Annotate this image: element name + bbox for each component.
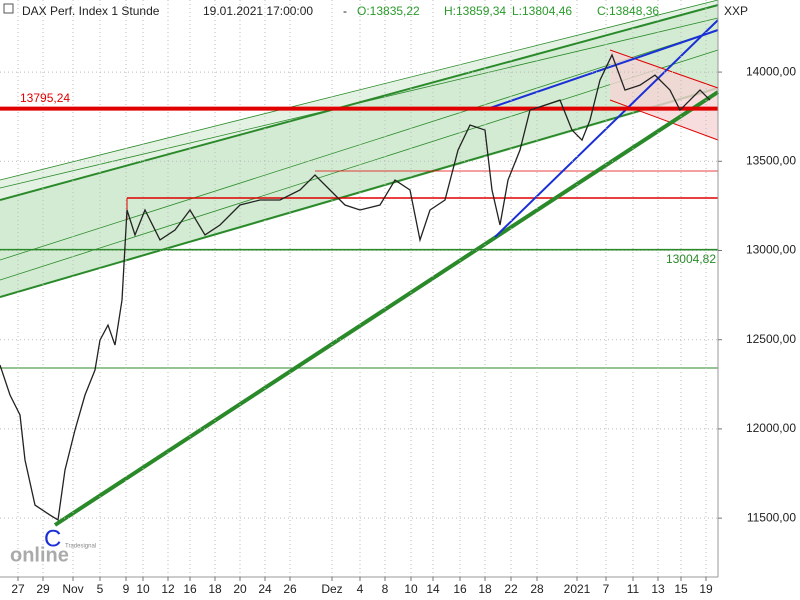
- channel-line: [0, 0, 719, 181]
- checkbox[interactable]: [3, 3, 14, 14]
- x-tick-label: 16: [453, 582, 467, 596]
- y-tick-label: 13000,00: [746, 243, 796, 257]
- separator: -: [343, 4, 347, 18]
- chart-title: DAX Perf. Index 1 Stunde: [22, 4, 160, 18]
- x-tick-label: 11: [627, 582, 640, 596]
- x-tick-label: 7: [603, 582, 610, 596]
- x-tick-label: 14: [426, 582, 440, 596]
- logo: online: [10, 544, 69, 566]
- logo-small: Tradesignal: [65, 544, 96, 550]
- x-tick-label: 8: [382, 582, 389, 596]
- price-line: [0, 53, 711, 521]
- channel-line: [0, 4, 719, 201]
- y-tick-label: 12500,00: [746, 332, 796, 346]
- x-tick-label: 28: [530, 582, 544, 596]
- x-tick-label: 29: [36, 582, 50, 596]
- ohlc: L:13804,46: [512, 4, 572, 18]
- symbol: XXP: [724, 4, 748, 18]
- x-tick-label: 2021: [564, 582, 591, 596]
- x-tick-label: 16: [183, 582, 197, 596]
- y-tick-label: 12000,00: [746, 421, 796, 435]
- x-tick-label: 24: [258, 582, 272, 596]
- timestamp: 19.01.2021 17:00:00: [203, 4, 313, 18]
- x-tick-label: 15: [674, 582, 688, 596]
- channel-line: [0, 87, 719, 298]
- y-tick-label: 13500,00: [746, 153, 796, 167]
- x-tick-label: 10: [404, 582, 418, 596]
- x-tick-label: 10: [136, 582, 150, 596]
- x-tick-label: 4: [357, 582, 364, 596]
- level-label: 13795,24: [20, 91, 70, 105]
- ohlc: C:13848,36: [597, 4, 659, 18]
- x-tick-label: 18: [208, 582, 222, 596]
- down-channel-line: [609, 49, 719, 89]
- x-tick-label: Nov: [62, 582, 83, 596]
- x-tick-label: 20: [233, 582, 247, 596]
- marks: [0, 0, 718, 577]
- pivot-marker: C: [44, 525, 61, 552]
- ohlc: H:13859,34: [444, 4, 506, 18]
- x-tick-label: 5: [97, 582, 104, 596]
- ohlc: O:13835,22: [357, 4, 420, 18]
- x-tick-label: Dez: [321, 582, 342, 596]
- x-tick-label: 22: [504, 582, 518, 596]
- level-label: 13004,82: [666, 252, 716, 266]
- x-tick-label: 27: [11, 582, 25, 596]
- x-tick-label: 9: [123, 582, 130, 596]
- y-tick-label: 14000,00: [746, 64, 796, 78]
- x-tick-label: 18: [478, 582, 492, 596]
- main-trendline: [53, 90, 720, 527]
- x-tick-label: 26: [283, 582, 297, 596]
- y-tick-label: 11500,00: [747, 510, 796, 524]
- x-tick-label: 13: [651, 582, 665, 596]
- channel-line: [0, 29, 719, 261]
- x-tick-label: 12: [161, 582, 175, 596]
- x-tick-label: 19: [699, 582, 713, 596]
- blue-trendline: [489, 29, 719, 109]
